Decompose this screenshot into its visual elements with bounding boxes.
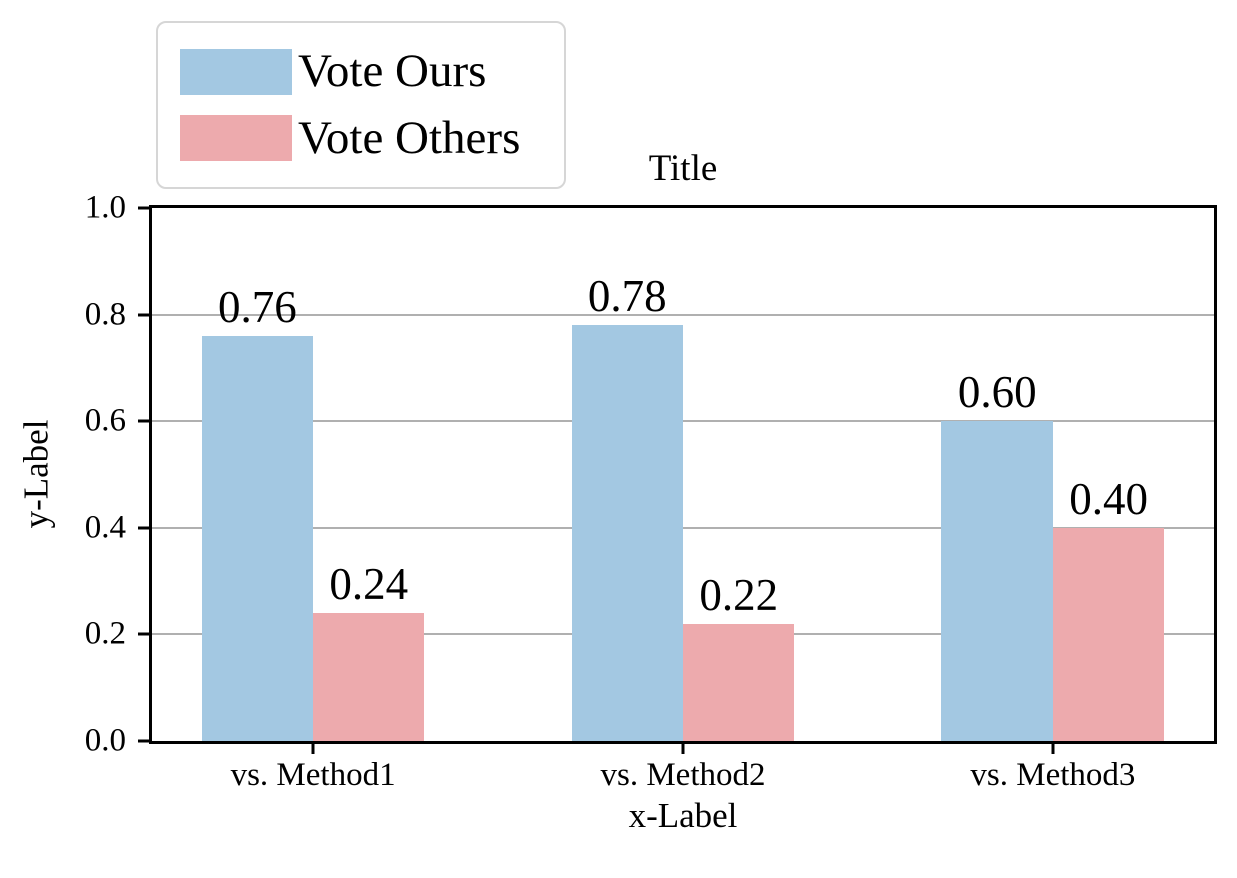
y-axis-label: y-Label: [16, 419, 56, 529]
bar-others: [1052, 527, 1165, 741]
bar-value-label: 0.24: [329, 559, 409, 610]
bar-ours: [571, 325, 683, 741]
bar-ours: [941, 421, 1053, 741]
y-tick-label: 0.6: [84, 402, 126, 439]
bar-others: [683, 623, 795, 741]
y-tick-label: 0.4: [84, 509, 126, 546]
x-tick: [311, 743, 315, 754]
legend: Vote Ours Vote Others: [156, 21, 566, 189]
x-axis-label: x-Label: [628, 796, 738, 835]
y-tick-label: 0.8: [84, 296, 126, 333]
legend-entry: Vote Others: [180, 111, 554, 164]
x-tick: [1051, 743, 1055, 754]
x-tick: [681, 743, 685, 754]
y-gridline: [152, 420, 1214, 423]
y-tick: [138, 632, 149, 636]
bar-value-label: 0.22: [699, 569, 779, 620]
legend-label: Vote Others: [298, 111, 521, 164]
x-tick-label: vs. Method1: [230, 757, 396, 793]
bar-value-label: 0.60: [957, 367, 1037, 418]
legend-swatch-ours: [180, 48, 292, 95]
bar-others: [313, 613, 425, 741]
y-tick: [138, 206, 149, 210]
y-tick-label: 1.0: [84, 189, 126, 226]
legend-entry: Vote Ours: [180, 48, 554, 95]
x-tick-label: vs. Method3: [970, 757, 1136, 793]
y-gridline: [152, 526, 1214, 529]
y-tick: [138, 419, 149, 423]
y-tick-label: 0.0: [84, 722, 126, 759]
bar-ours: [201, 335, 314, 741]
bar-value-label: 0.40: [1069, 473, 1148, 524]
bar-value-label: 0.76: [218, 281, 297, 332]
y-tick: [138, 526, 149, 530]
chart-title: Title: [648, 148, 718, 189]
y-gridline: [152, 313, 1214, 316]
legend-label: Vote Ours: [298, 45, 487, 98]
y-tick: [138, 739, 149, 743]
x-tick-label: vs. Method2: [600, 757, 766, 793]
plot-area: 0.76 0.24 vs. Method1 0.78 0.22 vs. Method2 0.…: [85, 191, 1217, 792]
bar-value-label: 0.78: [587, 271, 667, 322]
y-tick: [138, 313, 149, 317]
y-tick-label: 0.2: [84, 615, 126, 652]
legend-swatch-others: [180, 115, 292, 162]
